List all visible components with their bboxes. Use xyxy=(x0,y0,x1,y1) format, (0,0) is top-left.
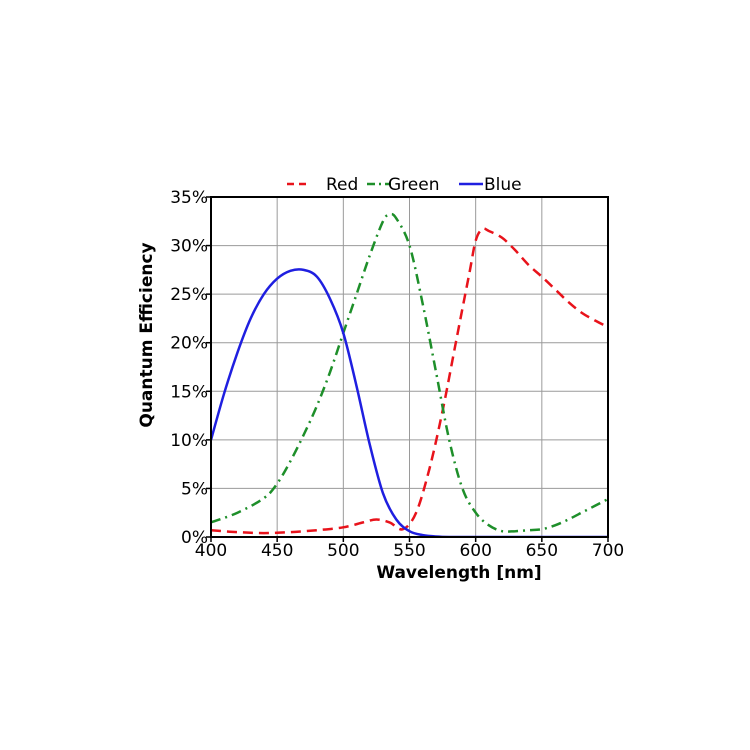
legend-label-green: Green xyxy=(388,175,439,195)
x-tick-label: 600 xyxy=(459,541,491,561)
y-tick-label: 25% xyxy=(170,285,208,305)
x-axis-label: Wavelength [nm] xyxy=(376,563,541,583)
x-tick-label: 500 xyxy=(327,541,359,561)
y-tick-label: 30% xyxy=(170,237,208,257)
x-axis-ticks: 400 450 500 550 600 650 700 xyxy=(195,537,624,561)
legend-label-red: Red xyxy=(326,175,358,195)
series-line-green xyxy=(211,212,608,533)
x-tick-label: 650 xyxy=(526,541,558,561)
legend-label-blue: Blue xyxy=(484,175,522,195)
x-tick-label: 700 xyxy=(592,541,624,561)
y-tick-label: 20% xyxy=(170,334,208,354)
x-tick-label: 550 xyxy=(393,541,425,561)
y-tick-label: 10% xyxy=(170,431,208,451)
grid xyxy=(210,196,609,538)
y-tick-label: 0% xyxy=(181,528,208,548)
y-axis-ticks: 0% 5% 10% 15% 20% 25% 30% 35% xyxy=(170,188,211,548)
legend: Red Green Blue xyxy=(287,175,522,195)
y-tick-label: 5% xyxy=(181,479,208,499)
y-tick-label: 15% xyxy=(170,382,208,402)
y-axis-label: Quantum Efficiency xyxy=(137,242,157,427)
x-tick-label: 450 xyxy=(261,541,293,561)
series-line-red xyxy=(211,227,608,535)
x-tick-label: 400 xyxy=(195,541,227,561)
y-tick-label: 35% xyxy=(170,188,208,208)
